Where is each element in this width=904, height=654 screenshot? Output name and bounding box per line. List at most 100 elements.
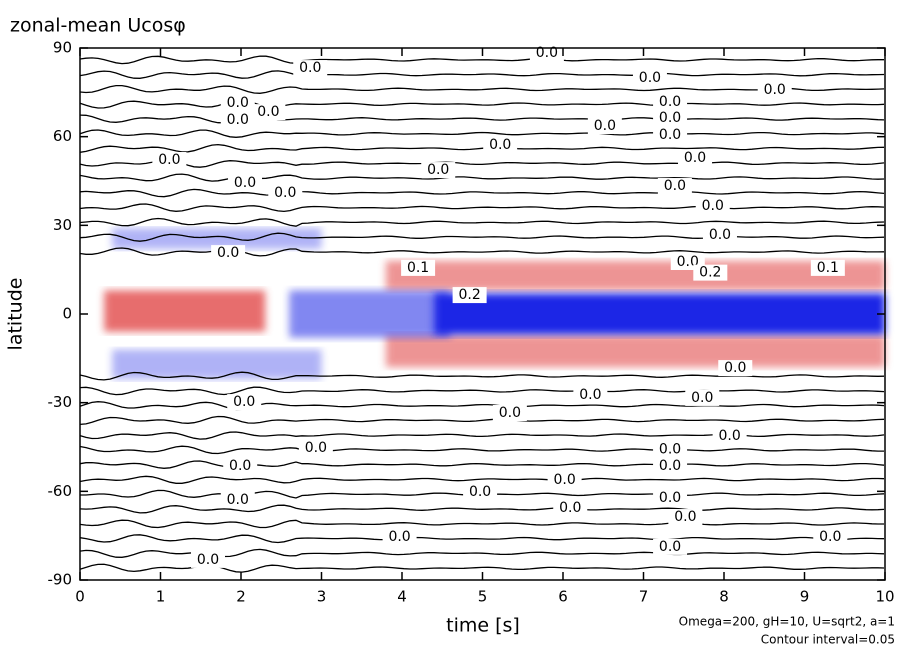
contour-line bbox=[79, 431, 885, 440]
contour-label-bg bbox=[211, 245, 246, 262]
contour-label-bg bbox=[653, 457, 688, 474]
y-tick-label: -60 bbox=[48, 482, 73, 500]
y-tick-label: 30 bbox=[53, 216, 72, 234]
contour-label-bg bbox=[653, 538, 688, 555]
contour-label-bg bbox=[813, 528, 848, 545]
contour-label-bg bbox=[678, 149, 713, 166]
x-tick-label: 0 bbox=[75, 588, 85, 606]
x-tick-label: 2 bbox=[236, 588, 246, 606]
contour-label-bg bbox=[293, 60, 328, 77]
contour-label-bg bbox=[587, 118, 622, 135]
x-tick-label: 9 bbox=[800, 588, 810, 606]
contour-label: 0.0 bbox=[659, 490, 681, 506]
contour-label: 0.0 bbox=[227, 95, 249, 111]
x-tick-label: 6 bbox=[558, 588, 568, 606]
contour-label-bg bbox=[452, 287, 487, 304]
contour-line bbox=[79, 129, 885, 138]
x-tick-label: 4 bbox=[397, 588, 407, 606]
contour-label: 0.0 bbox=[217, 245, 239, 261]
contour-label: 0.1 bbox=[817, 260, 839, 276]
shaded-region bbox=[112, 228, 322, 249]
contour-label-bg bbox=[223, 457, 258, 474]
contour-label: 0.0 bbox=[227, 492, 249, 508]
y-tick-label: -30 bbox=[48, 393, 73, 411]
contour-line bbox=[79, 519, 884, 529]
contour-label: 0.0 bbox=[702, 198, 724, 214]
contour-label: 0.0 bbox=[388, 529, 410, 545]
contour-label: 0.0 bbox=[559, 500, 581, 516]
y-axis-label: latitude bbox=[5, 278, 27, 351]
contour-label: 0.0 bbox=[664, 178, 686, 194]
contour-label: 0.1 bbox=[407, 260, 429, 276]
shaded-region bbox=[385, 334, 885, 368]
contour-label: 0.0 bbox=[691, 390, 713, 406]
contour-line bbox=[79, 415, 885, 426]
contour-label: 0.0 bbox=[197, 552, 219, 568]
contour-line bbox=[79, 534, 885, 544]
shaded-region bbox=[434, 293, 885, 335]
contour-label-bg bbox=[757, 81, 792, 98]
chart-title: zonal-mean Ucosφ bbox=[10, 15, 186, 37]
contour-label: 0.0 bbox=[819, 529, 841, 545]
contour-label-bg bbox=[653, 110, 688, 127]
x-tick-label: 8 bbox=[719, 588, 729, 606]
contour-label-bg bbox=[298, 439, 333, 456]
contour-label-bg bbox=[712, 428, 747, 445]
y-tick-label: 90 bbox=[53, 39, 72, 57]
contour-line bbox=[79, 504, 885, 514]
contour-label-bg bbox=[693, 264, 728, 281]
contour-line bbox=[79, 203, 885, 213]
contour-label: 0.0 bbox=[659, 458, 681, 474]
contour-label-bg bbox=[190, 551, 225, 568]
contour-label: 0.0 bbox=[659, 94, 681, 110]
contour-label: 0.0 bbox=[427, 162, 449, 178]
contour-label: 0.0 bbox=[233, 394, 255, 410]
contour-label-bg bbox=[220, 112, 255, 129]
contour-line bbox=[79, 401, 885, 411]
contour-line bbox=[79, 55, 884, 65]
contour-label: 0.0 bbox=[158, 152, 180, 168]
annotation: Omega=200, gH=10, U=sqrt2, a=1 bbox=[679, 615, 895, 629]
contour-label-bg bbox=[632, 69, 667, 86]
contour-line bbox=[79, 247, 885, 257]
contour-label-bg bbox=[251, 104, 286, 121]
y-tick-label: 60 bbox=[53, 127, 72, 145]
contour-line bbox=[79, 114, 885, 124]
contour-label: 0.0 bbox=[684, 150, 706, 166]
contour-label-bg bbox=[220, 94, 255, 111]
contour-line bbox=[79, 232, 885, 242]
x-axis-label: time [s] bbox=[446, 615, 520, 637]
contour-label-bg bbox=[483, 136, 518, 153]
contour-label-bg bbox=[268, 185, 303, 202]
y-tick-label: 0 bbox=[62, 305, 72, 323]
x-tick-label: 5 bbox=[478, 588, 488, 606]
contour-label-bg bbox=[653, 126, 688, 143]
shaded-region bbox=[289, 290, 451, 338]
contour-label-bg bbox=[152, 152, 187, 169]
contour-label-bg bbox=[421, 162, 456, 179]
contour-label-bg bbox=[553, 499, 588, 516]
contour-label: 0.0 bbox=[659, 442, 681, 458]
contour-label: 0.0 bbox=[659, 127, 681, 143]
contour-label: 0.0 bbox=[659, 110, 681, 126]
contour-label: 0.0 bbox=[724, 360, 746, 376]
contour-line bbox=[79, 84, 885, 94]
contour-label: 0.0 bbox=[274, 185, 296, 201]
contour-label-bg bbox=[573, 386, 608, 403]
contour-line bbox=[79, 70, 885, 79]
contour-label: 0.0 bbox=[499, 405, 521, 421]
contour-label: 0.0 bbox=[659, 539, 681, 555]
contour-line bbox=[79, 371, 885, 381]
contour-line bbox=[79, 99, 885, 109]
contour-label: 0.0 bbox=[227, 112, 249, 128]
contour-line bbox=[79, 188, 885, 198]
contour-label: 0.0 bbox=[594, 118, 616, 134]
shaded-region bbox=[112, 349, 322, 380]
contour-label-bg bbox=[228, 175, 263, 192]
x-tick-label: 3 bbox=[317, 588, 327, 606]
contour-label-bg bbox=[718, 360, 753, 377]
contour-label-bg bbox=[702, 227, 737, 244]
contour-label-bg bbox=[653, 489, 688, 506]
contour-line bbox=[79, 460, 885, 469]
